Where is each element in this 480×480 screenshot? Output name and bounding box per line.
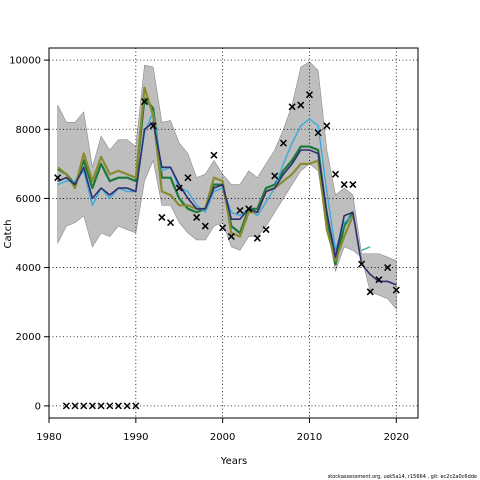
observed-point <box>314 129 322 137</box>
observed-point <box>305 91 314 99</box>
observed-point <box>288 103 296 111</box>
observed-point <box>392 286 400 294</box>
observed-point <box>88 402 96 410</box>
observed-point <box>358 260 366 268</box>
y-axis-title: Catch <box>3 220 14 249</box>
observed-point <box>245 205 253 213</box>
observed-point <box>193 213 201 221</box>
plot-frame <box>48 47 419 419</box>
x-tick-label: 2020 <box>384 432 409 443</box>
x-tick-label: 2000 <box>210 432 235 443</box>
observed-point <box>236 206 244 215</box>
observed-point <box>219 224 227 232</box>
observed-point <box>71 402 79 410</box>
observed-point <box>201 222 209 230</box>
observed-point <box>331 170 340 178</box>
observed-points-layer <box>54 91 400 410</box>
observed-point <box>227 232 235 240</box>
observed-point <box>54 174 62 182</box>
series-line-4 <box>57 121 397 286</box>
observed-point <box>323 122 331 130</box>
observed-point <box>62 402 70 410</box>
observed-point <box>384 264 392 272</box>
observed-point <box>210 151 218 159</box>
footer-credit: stockassessment.org, usk5a14, r15664 , g… <box>328 474 477 480</box>
observed-point <box>167 219 175 227</box>
y-tick-label: 4000 <box>16 263 41 274</box>
observed-point <box>253 234 261 242</box>
y-tick-label: 8000 <box>16 125 41 136</box>
y-tick-label: 6000 <box>16 194 41 205</box>
series-line-5 <box>361 246 371 251</box>
x-tick-label: 1990 <box>123 432 148 443</box>
observed-point <box>175 184 183 192</box>
series-layer <box>56 86 397 286</box>
x-axis-title: Years <box>220 456 247 467</box>
y-tick-label: 2000 <box>16 332 41 343</box>
observed-point <box>149 122 157 130</box>
y-tick-label: 10000 <box>9 56 41 67</box>
observed-point <box>184 174 192 182</box>
y-axis: 0 2000 4000 6000 8000 10000 <box>9 56 49 412</box>
observed-point <box>140 98 149 106</box>
x-tick-label: 1980 <box>36 432 61 443</box>
observed-point <box>349 181 357 189</box>
observed-point <box>340 181 348 189</box>
observed-point <box>132 402 140 410</box>
observed-point <box>271 172 279 180</box>
observed-point <box>114 402 122 410</box>
observed-point <box>123 402 131 410</box>
observed-point <box>375 276 383 284</box>
observed-point <box>297 101 305 109</box>
series-line-2 <box>57 111 354 251</box>
observed-point <box>158 213 166 221</box>
x-tick-label: 2010 <box>297 432 322 443</box>
observed-point <box>279 139 287 147</box>
observed-point <box>106 402 114 410</box>
observed-point <box>366 288 374 296</box>
y-tick-label: 0 <box>35 401 41 412</box>
observed-point <box>80 402 88 410</box>
observed-point <box>97 402 105 410</box>
observed-point <box>262 226 270 234</box>
x-axis: 1980 1990 2000 2010 2020 <box>36 418 409 443</box>
